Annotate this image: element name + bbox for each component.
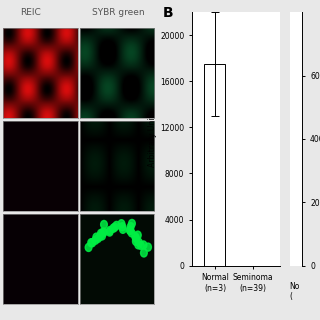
Circle shape bbox=[120, 225, 126, 233]
Circle shape bbox=[100, 228, 107, 236]
Circle shape bbox=[145, 243, 151, 251]
Circle shape bbox=[85, 244, 92, 252]
Circle shape bbox=[113, 221, 120, 229]
Circle shape bbox=[107, 227, 113, 235]
Circle shape bbox=[128, 229, 135, 237]
Circle shape bbox=[118, 220, 125, 228]
Circle shape bbox=[119, 223, 126, 231]
Circle shape bbox=[88, 239, 94, 247]
Circle shape bbox=[110, 224, 117, 232]
Circle shape bbox=[93, 233, 100, 241]
Bar bbox=[204, 64, 226, 266]
Circle shape bbox=[99, 232, 106, 240]
Circle shape bbox=[127, 227, 133, 235]
Circle shape bbox=[98, 229, 104, 237]
Circle shape bbox=[140, 249, 147, 257]
Circle shape bbox=[135, 238, 142, 246]
Text: B: B bbox=[163, 6, 174, 20]
Text: REIC: REIC bbox=[20, 8, 40, 17]
Circle shape bbox=[100, 220, 107, 228]
Circle shape bbox=[127, 226, 133, 234]
Circle shape bbox=[92, 236, 99, 244]
Circle shape bbox=[100, 228, 106, 236]
Circle shape bbox=[127, 223, 134, 231]
Circle shape bbox=[111, 223, 118, 231]
Y-axis label: Arbitrary Units: Arbitrary Units bbox=[148, 111, 157, 167]
Circle shape bbox=[132, 232, 139, 241]
Circle shape bbox=[129, 220, 135, 228]
Circle shape bbox=[140, 241, 147, 249]
Text: SYBR green: SYBR green bbox=[92, 8, 145, 17]
Circle shape bbox=[97, 232, 103, 240]
Circle shape bbox=[135, 241, 141, 249]
Circle shape bbox=[132, 237, 139, 245]
Circle shape bbox=[138, 241, 144, 250]
Text: No
(: No ( bbox=[290, 282, 300, 301]
Circle shape bbox=[133, 234, 140, 243]
Circle shape bbox=[134, 231, 141, 239]
Circle shape bbox=[106, 228, 113, 236]
Circle shape bbox=[95, 234, 101, 243]
Circle shape bbox=[89, 239, 96, 247]
